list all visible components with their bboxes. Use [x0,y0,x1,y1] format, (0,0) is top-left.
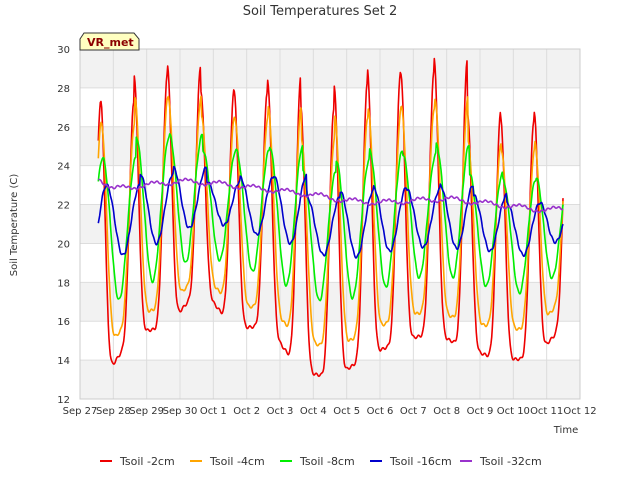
x-tick-label: Oct 8 [433,406,460,417]
y-tick-label: 20 [57,239,70,250]
y-tick-label: 18 [57,278,70,289]
y-axis-label: Soil Temperature (C) [9,174,20,277]
x-tick-label: Oct 11 [530,406,563,417]
x-tick-label: Oct 5 [333,406,360,417]
x-tick-label: Oct 7 [400,406,427,417]
badge-label: VR_met [87,36,134,49]
legend-label-tsoil-32cm: Tsoil -32cm [479,455,542,468]
plot-band [80,282,580,322]
x-tick-label: Oct 6 [367,406,394,417]
x-tick-label: Oct 4 [300,406,327,417]
y-tick-label: 22 [57,201,70,212]
vr-met-badge: VR_met [79,32,140,51]
x-tick-label: Oct 1 [200,406,227,417]
x-tick-label: Oct 9 [467,406,494,417]
chart-title: Soil Temperatures Set 2 [243,4,398,19]
series-lines [97,57,564,378]
x-tick-label: Sep 27 [63,406,98,417]
y-tick-label: 28 [57,84,70,95]
plot-band [80,360,580,399]
legend-label-tsoil-8cm: Tsoil -8cm [299,455,355,468]
y-tick-label: 16 [57,317,70,328]
y-tick-label: 14 [57,356,70,367]
x-tick-label: Oct 3 [267,406,294,417]
plot-band [80,49,580,88]
series-line-tsoil-16cm [97,165,564,259]
y-axis-ticks: 12 14 16 18 20 22 24 26 28 30 [57,45,70,406]
x-tick-label: Sep 30 [163,406,198,417]
x-tick-label: Oct 10 [497,406,530,417]
legend-label-tsoil-2cm: Tsoil -2cm [119,455,175,468]
legend: Tsoil -2cm Tsoil -4cm Tsoil -8cm Tsoil -16c… [100,455,542,468]
series-line-tsoil-32cm [98,177,564,214]
badge-box [79,32,140,51]
plot-band [80,243,580,283]
y-tick-label: 26 [57,123,70,134]
x-tick-label: Sep 29 [129,406,164,417]
y-tick-label: 12 [57,395,70,406]
x-axis-label: Time [553,425,578,436]
legend-label-tsoil-4cm: Tsoil -4cm [209,455,265,468]
series-line-tsoil-8cm [97,133,564,302]
x-tick-label: Oct 12 [563,406,596,417]
y-tick-label: 24 [57,162,70,173]
legend-label-tsoil-16cm: Tsoil -16cm [389,455,452,468]
x-tick-label: Sep 28 [96,406,131,417]
plot-band [80,87,580,127]
x-tick-label: Oct 2 [233,406,260,417]
plot-border [79,48,581,400]
plot-band [80,126,580,166]
series-line-tsoil-4cm [97,95,564,347]
plot-band [80,321,580,361]
y-tick-label: 30 [57,45,70,56]
